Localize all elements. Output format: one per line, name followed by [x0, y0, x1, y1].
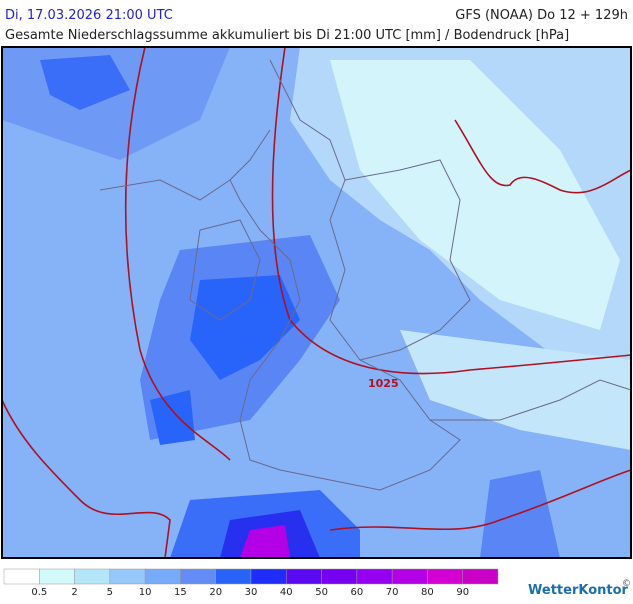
legend-swatch: [427, 568, 463, 585]
legend-label: 30: [245, 587, 258, 598]
legend-swatch: [215, 568, 252, 585]
legend-swatch: [109, 568, 146, 585]
legend-swatch: [3, 568, 40, 585]
legend-swatch: [144, 568, 181, 585]
legend-swatch: [286, 568, 322, 585]
legend-label: 0.5: [31, 587, 47, 598]
map: 1025: [1, 46, 632, 559]
legend-swatch: [356, 568, 393, 585]
legend-swatch: [250, 568, 287, 585]
legend-label: 40: [280, 587, 293, 598]
header-subtitle: Gesamte Niederschlagssumme akkumuliert b…: [5, 28, 569, 43]
legend-swatch: [39, 568, 75, 585]
header-date: Di, 17.03.2026 21:00 UTC: [5, 8, 173, 23]
copyright: ©: [622, 579, 631, 589]
legend-label: 60: [350, 587, 363, 598]
legend-swatch: [391, 568, 428, 585]
legend-swatch: [462, 568, 499, 585]
legend-label: 70: [386, 587, 399, 598]
legend-label: 20: [209, 587, 222, 598]
legend-label: 50: [315, 587, 328, 598]
header-model: GFS (NOAA) Do 12 + 129h: [455, 8, 628, 23]
legend: 0.5 2 5 10 15 20 30 40 50 60 70 80 90: [3, 568, 499, 598]
legend-swatch: [180, 568, 216, 585]
legend-label: 80: [421, 587, 434, 598]
brand: WetterKontor: [528, 583, 629, 598]
legend-swatch: [74, 568, 111, 585]
legend-label: 10: [139, 587, 152, 598]
legend-label: 90: [456, 587, 469, 598]
legend-label: 15: [174, 587, 187, 598]
legend-label: 2: [71, 587, 77, 598]
isobar-label: 1025: [368, 377, 399, 390]
legend-swatch: [321, 568, 358, 585]
legend-label: 5: [107, 587, 113, 598]
